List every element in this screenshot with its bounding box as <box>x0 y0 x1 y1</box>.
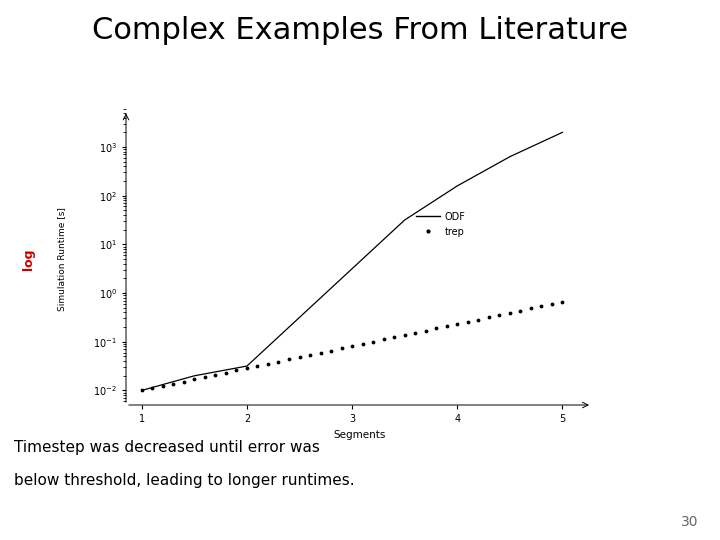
X-axis label: Segments: Segments <box>334 430 386 440</box>
Text: Timestep was decreased until error was: Timestep was decreased until error was <box>14 440 320 455</box>
ODF <box>558 129 567 136</box>
trep <box>264 361 272 367</box>
trep <box>400 332 409 338</box>
trep <box>390 334 398 340</box>
ODF <box>295 314 304 321</box>
trep <box>432 325 441 332</box>
ODF <box>453 183 462 189</box>
Text: Simulation Runtime [s]: Simulation Runtime [s] <box>57 207 66 311</box>
trep <box>274 359 283 365</box>
trep <box>453 321 462 327</box>
trep <box>379 336 388 343</box>
ODF <box>190 373 199 379</box>
trep <box>190 376 199 382</box>
trep <box>158 383 167 389</box>
Text: log: log <box>22 248 35 270</box>
trep <box>337 345 346 352</box>
trep <box>179 379 188 385</box>
ODF <box>138 387 146 394</box>
trep <box>284 356 293 363</box>
trep <box>464 319 472 325</box>
trep <box>201 374 210 380</box>
trep <box>443 323 451 329</box>
trep <box>327 347 336 354</box>
trep <box>369 339 377 345</box>
trep <box>537 303 546 309</box>
trep <box>148 385 157 392</box>
trep <box>411 329 420 336</box>
ODF <box>505 153 514 160</box>
trep <box>548 301 557 307</box>
trep <box>232 367 240 374</box>
trep <box>526 305 535 312</box>
trep <box>516 307 525 314</box>
trep <box>222 369 230 376</box>
trep <box>243 365 251 372</box>
trep <box>138 387 146 394</box>
trep <box>485 314 493 321</box>
Text: below threshold, leading to longer runtimes.: below threshold, leading to longer runti… <box>14 472 355 488</box>
trep <box>558 299 567 305</box>
ODF <box>348 266 356 272</box>
Legend: ODF, trep: ODF, trep <box>412 208 469 240</box>
trep <box>316 349 325 356</box>
trep <box>211 372 220 378</box>
trep <box>306 352 315 358</box>
trep <box>295 354 304 360</box>
Line: trep: trep <box>140 299 565 393</box>
trep <box>348 343 356 349</box>
trep <box>169 381 178 387</box>
trep <box>421 327 430 334</box>
Text: 30: 30 <box>681 515 698 529</box>
trep <box>505 309 514 316</box>
trep <box>253 363 262 369</box>
ODF <box>400 217 409 223</box>
ODF <box>243 363 251 369</box>
trep <box>359 341 367 347</box>
Text: Complex Examples From Literature: Complex Examples From Literature <box>92 16 628 45</box>
Line: ODF: ODF <box>142 132 562 390</box>
trep <box>474 316 482 323</box>
trep <box>495 312 504 318</box>
